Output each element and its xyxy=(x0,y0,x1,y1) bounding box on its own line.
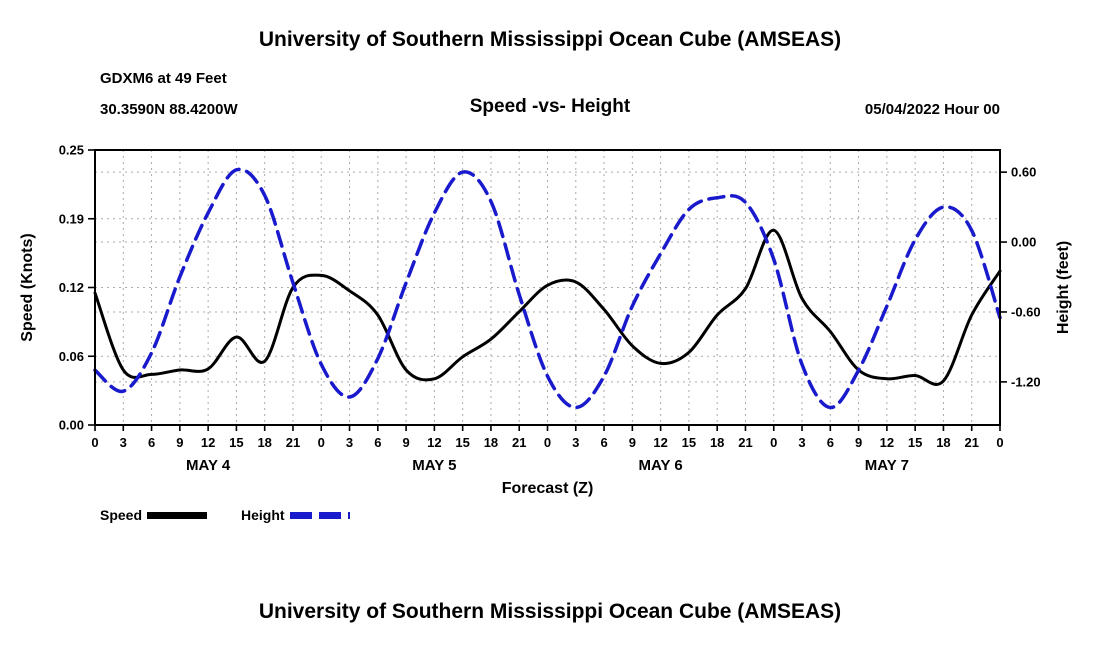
x-tick-label: 12 xyxy=(880,435,894,450)
day-label: MAY 4 xyxy=(186,457,231,474)
x-tick-label: 12 xyxy=(201,435,215,450)
x-tick-label: 0 xyxy=(770,435,777,450)
x-tick-label: 18 xyxy=(936,435,950,450)
y-right-tick-label: 0.60 xyxy=(1011,165,1036,180)
x-axis-title: Forecast (Z) xyxy=(502,480,594,497)
y-right-axis-title: Height (feet) xyxy=(1055,241,1072,334)
coordinates-label: 30.3590N 88.4200W xyxy=(100,101,238,118)
y-right-tick-label: 0.00 xyxy=(1011,235,1036,250)
x-tick-label: 6 xyxy=(827,435,834,450)
x-tick-label: 3 xyxy=(572,435,579,450)
x-tick-label: 15 xyxy=(455,435,469,450)
x-tick-label: 3 xyxy=(798,435,805,450)
x-tick-label: 21 xyxy=(286,435,300,450)
x-tick-label: 21 xyxy=(512,435,526,450)
y-right-tick-label: -1.20 xyxy=(1011,374,1041,389)
plot-title: Speed -vs- Height xyxy=(469,96,631,117)
station-label: GDXM6 at 49 Feet xyxy=(100,70,227,87)
height-line xyxy=(93,167,1002,410)
x-tick-label: 12 xyxy=(427,435,441,450)
run-date-label: 05/04/2022 Hour 00 xyxy=(864,101,1000,118)
x-tick-label: 12 xyxy=(653,435,667,450)
height-line-swatch xyxy=(289,511,350,519)
legend-height-label: Height xyxy=(241,507,285,523)
x-tick-label: 6 xyxy=(600,435,607,450)
x-tick-label: 6 xyxy=(374,435,381,450)
x-tick-label: 18 xyxy=(257,435,271,450)
y-right-tick-label: -0.60 xyxy=(1011,304,1041,319)
x-tick-label: 0 xyxy=(996,435,1003,450)
speed-line xyxy=(93,228,1002,386)
x-tick-label: 9 xyxy=(855,435,862,450)
y-left-tick-label: 0.00 xyxy=(59,418,84,433)
page-title: University of Southern Mississippi Ocean… xyxy=(258,28,842,51)
legend-speed-label: Speed xyxy=(100,507,143,523)
x-tick-label: 6 xyxy=(148,435,155,450)
x-tick-label: 9 xyxy=(629,435,636,450)
second-page-title: University of Southern Mississippi Ocean… xyxy=(258,600,842,623)
speed-height-chart: 0 3 6 9 12 15 18 21 0 3 6 9 12 15 18 21 0 3 6 9 12 15 18 21 0 3 6 9… xyxy=(19,143,1072,498)
x-tick-label: 15 xyxy=(908,435,922,450)
x-tick-label: 15 xyxy=(682,435,696,450)
x-tick-label: 3 xyxy=(120,435,127,450)
y-left-tick-label: 0.19 xyxy=(59,211,84,226)
day-label: MAY 7 xyxy=(865,457,909,474)
x-tick-label: 21 xyxy=(964,435,978,450)
x-tick-label: 0 xyxy=(91,435,98,450)
y-left-axis-title: Speed (Knots) xyxy=(19,233,36,341)
speed-line-swatch xyxy=(147,511,208,519)
day-label: MAY 6 xyxy=(639,457,683,474)
x-tick-label: 18 xyxy=(710,435,724,450)
x-tick-label: 3 xyxy=(346,435,353,450)
y-left-tick-label: 0.12 xyxy=(59,280,84,295)
x-tick-label: 9 xyxy=(402,435,409,450)
x-tick-label: 15 xyxy=(229,435,243,450)
x-tick-label: 0 xyxy=(544,435,551,450)
y-left-tick-label: 0.06 xyxy=(59,349,84,364)
x-tick-label: 18 xyxy=(484,435,498,450)
chart-legend: Speed Height xyxy=(100,507,350,523)
y-left-tick-label: 0.25 xyxy=(59,143,84,158)
day-label: MAY 5 xyxy=(412,457,456,474)
x-tick-label: 21 xyxy=(738,435,752,450)
x-tick-label: 0 xyxy=(318,435,325,450)
x-tick-label: 9 xyxy=(176,435,183,450)
